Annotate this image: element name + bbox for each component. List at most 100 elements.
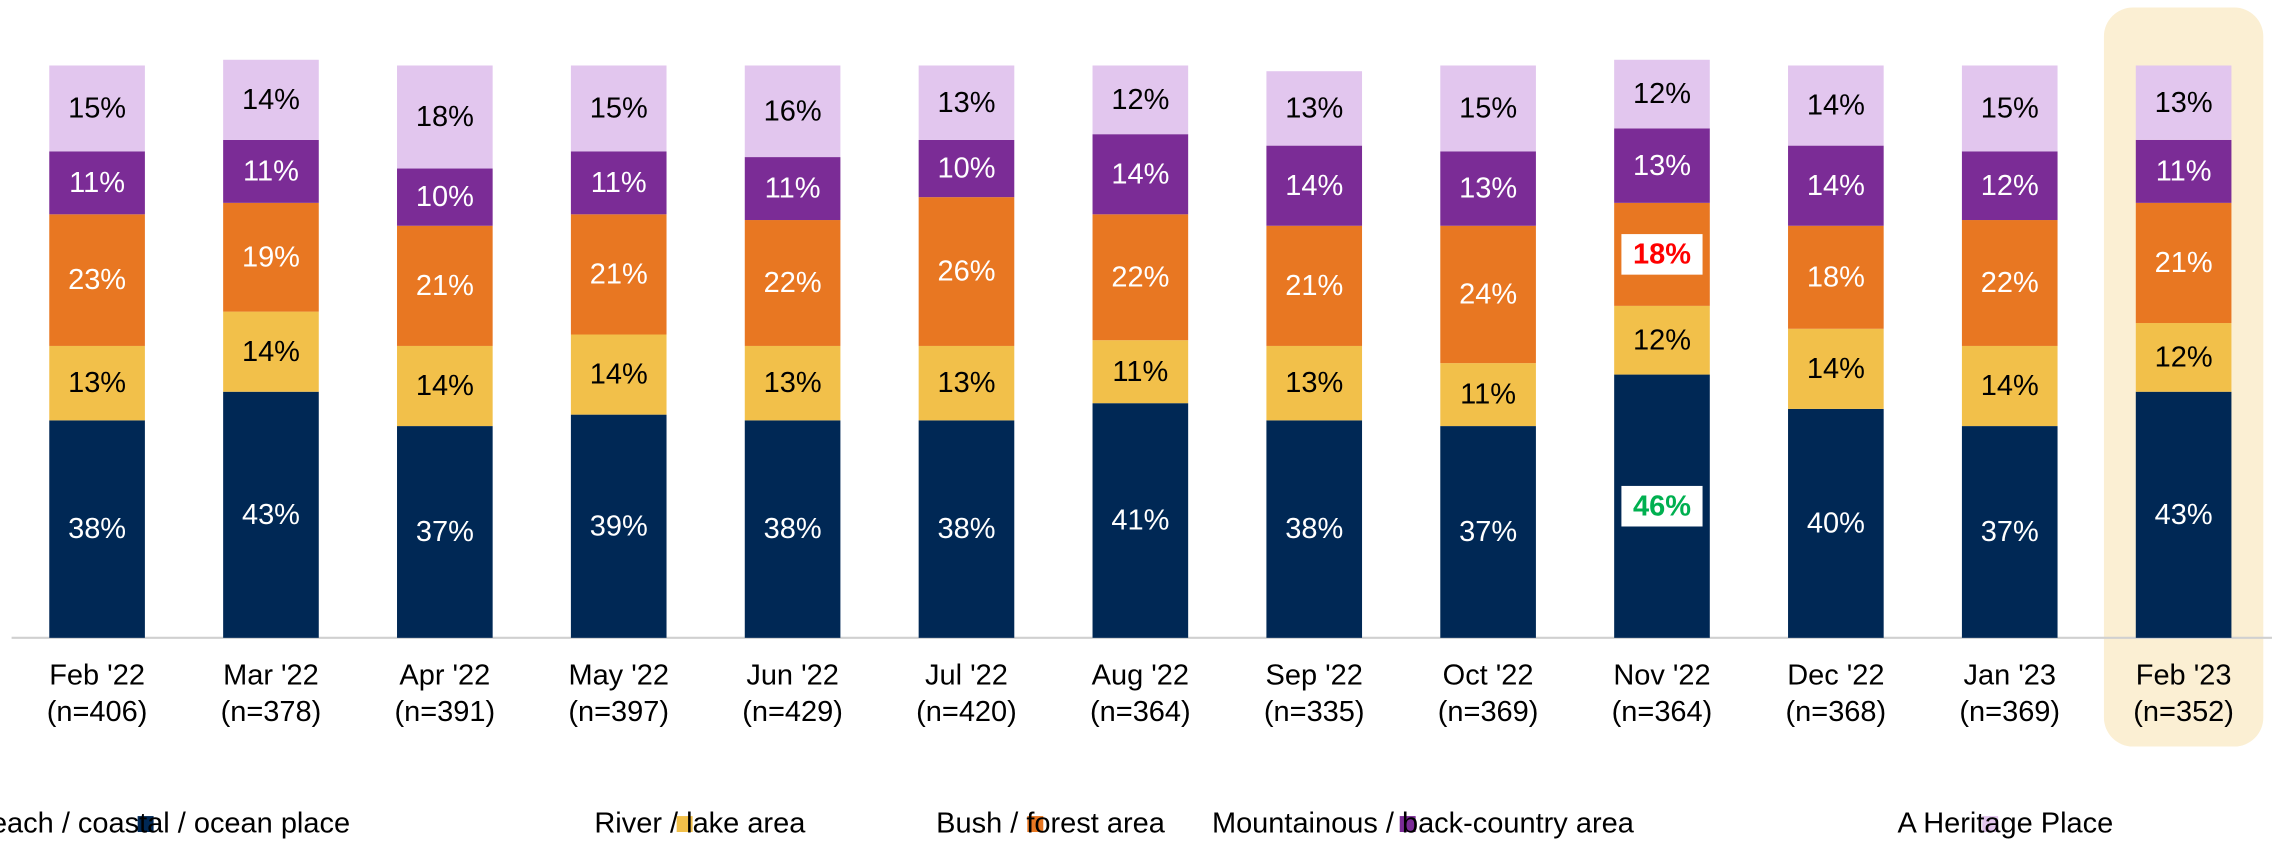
legend-label: River / lake area — [594, 807, 806, 839]
value-label: 13% — [1633, 150, 1691, 182]
bar-segment — [1961, 426, 2058, 638]
x-tick-sublabel: (n=429) — [742, 696, 843, 728]
bar-segment — [1614, 305, 1710, 375]
bar-segment — [1266, 145, 1363, 226]
x-tick-label: Dec '22 — [1787, 660, 1884, 692]
value-label: 22% — [1981, 267, 2039, 299]
legend-swatch — [676, 816, 693, 833]
value-label: 18% — [1633, 238, 1691, 270]
value-label: 14% — [242, 336, 300, 368]
bar-segment — [570, 334, 667, 415]
bar-segment — [744, 420, 841, 638]
legend-swatch — [1982, 816, 1999, 833]
x-tick-label: Jan '23 — [1963, 660, 2056, 692]
bar-segment — [1788, 145, 1884, 226]
bar-segment — [918, 420, 1015, 638]
bar-segment — [1440, 225, 1536, 364]
bar-segment — [397, 345, 493, 427]
value-label: 15% — [68, 93, 126, 125]
value-label: 11% — [2156, 155, 2212, 187]
bar-segment — [1788, 65, 1884, 146]
bar-segment — [570, 151, 667, 215]
value-label: 12% — [1111, 84, 1169, 116]
value-label: 37% — [1981, 516, 2039, 548]
value-label: 14% — [416, 370, 474, 402]
value-label: 13% — [68, 367, 126, 399]
bar-segment — [744, 65, 841, 158]
x-tick-sublabel: (n=335) — [1264, 696, 1365, 728]
x-tick-label: Feb '22 — [49, 660, 145, 692]
bar-segment — [744, 157, 841, 221]
value-label: 14% — [1111, 158, 1169, 190]
x-tick-sublabel: (n=420) — [916, 696, 1017, 728]
value-label: 16% — [764, 95, 822, 127]
bar-segment — [1440, 363, 1536, 427]
x-tick-label: Nov '22 — [1613, 660, 1710, 692]
bar-segment — [49, 65, 145, 152]
legend-label: A Heritage Place — [1897, 807, 2113, 839]
bar-segment — [397, 426, 493, 638]
value-label: 11% — [1460, 379, 1516, 411]
value-label: 22% — [764, 267, 822, 299]
value-label: 15% — [1981, 93, 2039, 125]
bar-segment — [1092, 134, 1189, 215]
x-tick-label: Apr '22 — [399, 660, 490, 692]
bar-segment — [223, 311, 319, 392]
bar-segment — [2135, 391, 2232, 638]
bar-segment — [49, 214, 145, 346]
bar-segment — [1092, 403, 1189, 638]
value-label: 14% — [1807, 353, 1865, 385]
value-label: 15% — [1459, 93, 1517, 125]
value-label: 10% — [416, 181, 474, 213]
bar-segment — [1961, 65, 2058, 152]
legend-label: Mountainous / back-country area — [1212, 807, 1635, 839]
value-label: 13% — [1285, 367, 1343, 399]
value-label: 13% — [1459, 173, 1517, 205]
x-tick-sublabel: (n=369) — [1438, 696, 1539, 728]
x-tick-label: May '22 — [568, 660, 669, 692]
bar-segment — [2135, 139, 2232, 203]
bar-segment — [2135, 202, 2232, 324]
bar-segment — [1092, 214, 1189, 341]
value-label: 14% — [1981, 370, 2039, 402]
bar-segment — [1961, 345, 2058, 427]
callout-box — [1621, 485, 1703, 527]
value-label: 13% — [937, 367, 995, 399]
x-tick-sublabel: (n=368) — [1786, 696, 1887, 728]
bar-segment — [1440, 65, 1536, 152]
bar-segment — [1961, 220, 2058, 346]
bar-segment — [1266, 420, 1363, 638]
legend-swatch — [1027, 816, 1044, 833]
bar-segment — [1266, 345, 1363, 421]
value-label: 11% — [1112, 356, 1168, 388]
bar-segment — [397, 168, 493, 226]
bar-segment — [223, 59, 319, 140]
bar-segment — [49, 151, 145, 215]
bar-segment — [1788, 408, 1884, 638]
value-label: 21% — [1285, 270, 1343, 302]
bar-segment — [744, 220, 841, 346]
bar-segment — [223, 202, 319, 312]
bar-segment — [2135, 65, 2232, 140]
value-label: 38% — [68, 513, 126, 545]
x-tick-label: Sep '22 — [1266, 660, 1363, 692]
x-tick-label: Jun '22 — [746, 660, 839, 692]
bar-segment — [1614, 59, 1710, 129]
bar-segment — [918, 65, 1015, 140]
bar-segment — [1266, 225, 1363, 346]
value-label: 38% — [937, 513, 995, 545]
x-tick-label: Mar '22 — [223, 660, 319, 692]
bar-segment — [918, 197, 1015, 346]
bar-segment — [570, 214, 667, 335]
x-tick-sublabel: (n=364) — [1612, 696, 1713, 728]
bar-segment — [1266, 71, 1363, 146]
bar-segment — [1092, 340, 1189, 404]
bar-segment — [1961, 151, 2058, 221]
value-label: 13% — [1285, 93, 1343, 125]
value-label: 19% — [242, 241, 300, 273]
value-label: 23% — [68, 264, 126, 296]
value-label: 12% — [1981, 170, 2039, 202]
x-tick-label: Jul '22 — [925, 660, 1008, 692]
value-label: 10% — [937, 153, 995, 185]
